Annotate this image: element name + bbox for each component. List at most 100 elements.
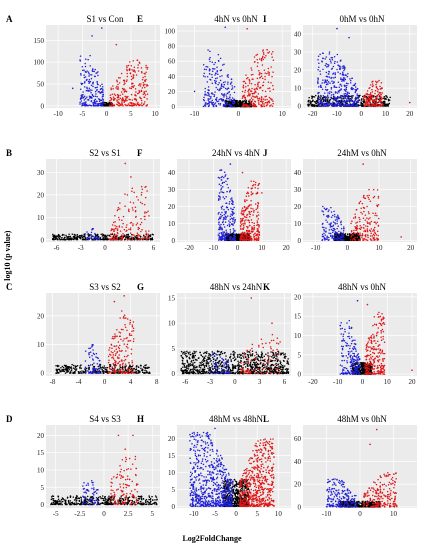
point-ns (219, 359, 221, 362)
point-down (83, 491, 85, 494)
point-up (112, 337, 115, 340)
point-down (99, 372, 101, 374)
point-ns (240, 360, 242, 362)
point-ns (122, 499, 125, 502)
point-up (135, 215, 137, 218)
point-up (142, 82, 145, 84)
point-down (218, 223, 220, 225)
point-up (264, 78, 266, 81)
point-ns (64, 372, 67, 374)
point-up (240, 228, 242, 230)
point-down (102, 88, 104, 90)
plot-background (177, 25, 291, 108)
point-up (131, 495, 133, 498)
point-up (262, 55, 264, 58)
point-up (267, 81, 270, 84)
x-tick-label: -4 (76, 378, 82, 386)
point-down (84, 97, 87, 100)
point-down (97, 71, 99, 73)
point-up (113, 372, 115, 374)
point-ns (206, 361, 209, 363)
point-down (87, 482, 89, 485)
point-ns (133, 367, 135, 370)
x-tick-label: -6 (54, 244, 60, 252)
y-tick-label: 20 (37, 191, 45, 199)
point-down (211, 82, 214, 85)
point-ns (237, 101, 240, 104)
point-ns (135, 368, 138, 370)
point-ns (97, 365, 100, 368)
point-down (209, 78, 211, 81)
point-ns (208, 356, 210, 358)
point-ns (202, 363, 205, 365)
point-up (125, 90, 127, 92)
point-ns (52, 495, 55, 498)
point-up (120, 91, 123, 93)
point-ns (254, 367, 256, 369)
point-ns (201, 361, 203, 363)
point-ns (68, 238, 71, 241)
point-up (265, 55, 267, 57)
point-up (134, 488, 136, 491)
x-tick-label: 0 (103, 244, 107, 252)
point-up (244, 104, 246, 107)
point-down (86, 86, 88, 89)
point-down (213, 79, 216, 82)
point-up (261, 98, 263, 100)
point-ns (181, 372, 184, 375)
point-down (92, 68, 94, 70)
point-ns (105, 104, 108, 106)
point-ns (73, 368, 76, 370)
point-ns (251, 366, 253, 369)
point-up (113, 234, 116, 236)
point-up (112, 370, 115, 372)
point-up (122, 104, 124, 107)
outlier-point (117, 434, 120, 437)
point-down (87, 499, 90, 502)
point-down (225, 218, 227, 220)
point-ns (216, 358, 218, 360)
point-ns (193, 366, 195, 369)
point-ns (235, 100, 237, 102)
point-ns (144, 503, 147, 505)
point-down (93, 100, 96, 102)
point-up (244, 238, 247, 241)
point-down (212, 93, 214, 95)
point-down (81, 104, 84, 106)
point-up (247, 90, 249, 93)
point-up (147, 237, 149, 240)
point-down (95, 356, 97, 358)
point-up (110, 372, 113, 374)
x-tick-label: -3 (78, 244, 84, 252)
point-up (137, 226, 140, 229)
point-up (145, 234, 148, 236)
point-up (131, 361, 134, 364)
point-down (229, 218, 232, 220)
point-ns (284, 353, 286, 355)
point-up (126, 329, 128, 332)
point-up (126, 68, 128, 70)
point-ns (103, 503, 106, 505)
point-up (131, 102, 133, 104)
point-ns (114, 367, 116, 369)
point-down (217, 198, 220, 200)
point-ns (282, 368, 284, 371)
point-down (221, 64, 224, 66)
point-down (84, 70, 87, 73)
point-up (112, 356, 114, 358)
point-up (144, 236, 146, 238)
point-ns (149, 237, 152, 240)
point-ns (189, 364, 192, 367)
point-down (222, 176, 225, 179)
point-ns (111, 495, 113, 497)
point-up (129, 87, 131, 89)
point-up (139, 97, 142, 100)
point-ns (52, 501, 55, 504)
point-down (207, 92, 210, 94)
point-ns (282, 366, 285, 368)
point-up (148, 230, 150, 232)
point-down (214, 74, 216, 76)
point-ns (55, 368, 58, 370)
point-down (222, 98, 225, 101)
